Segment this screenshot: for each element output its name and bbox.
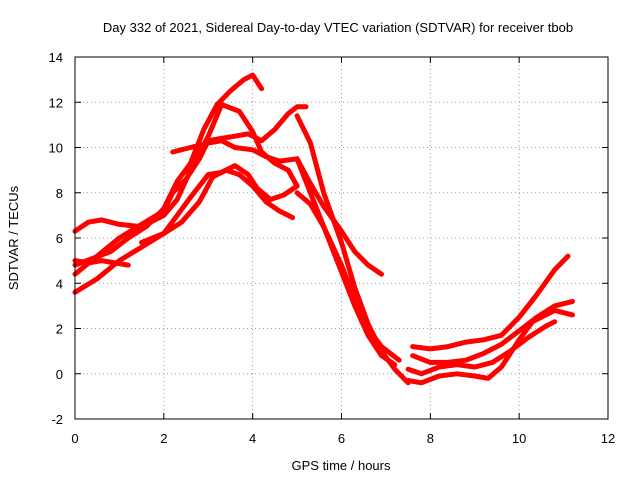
x-tick-label: 12 [601, 431, 615, 446]
y-tick-label: 2 [56, 322, 63, 337]
chart-title: Day 332 of 2021, Sidereal Day-to-day VTE… [103, 20, 573, 35]
series-track-12 [410, 298, 575, 365]
y-tick-label: 6 [56, 231, 63, 246]
series-track-11 [410, 253, 571, 352]
y-tick-label: 0 [56, 367, 63, 382]
x-tick-label: 8 [427, 431, 434, 446]
series-track-5 [72, 163, 300, 295]
y-tick-label: 10 [49, 141, 63, 156]
y-tick-label: -2 [51, 412, 63, 427]
y-tick-label: 14 [49, 50, 63, 65]
axis-ticks: 0 2 4 6 8 10 12 -2 0 2 4 6 8 10 12 14 [49, 50, 616, 446]
series-track-14 [405, 307, 575, 386]
x-axis-label: GPS time / hours [292, 458, 391, 473]
series-track-3 [72, 104, 309, 277]
series-track-13 [405, 319, 558, 377]
series-track-9 [294, 156, 384, 277]
series-track-6 [139, 167, 296, 245]
x-tick-label: 4 [249, 431, 256, 446]
series-track-2 [72, 72, 265, 268]
y-axis-label: SDTVAR / TECUs [6, 185, 21, 290]
series-track-10 [294, 190, 402, 363]
series-track-8 [294, 113, 411, 386]
data-series [72, 72, 575, 386]
x-tick-label: 0 [71, 431, 78, 446]
y-tick-label: 8 [56, 186, 63, 201]
x-tick-label: 2 [160, 431, 167, 446]
y-tick-label: 12 [49, 95, 63, 110]
x-tick-label: 10 [512, 431, 526, 446]
x-tick-label: 6 [338, 431, 345, 446]
series-track-7 [170, 138, 398, 368]
y-tick-label: 4 [56, 276, 63, 291]
